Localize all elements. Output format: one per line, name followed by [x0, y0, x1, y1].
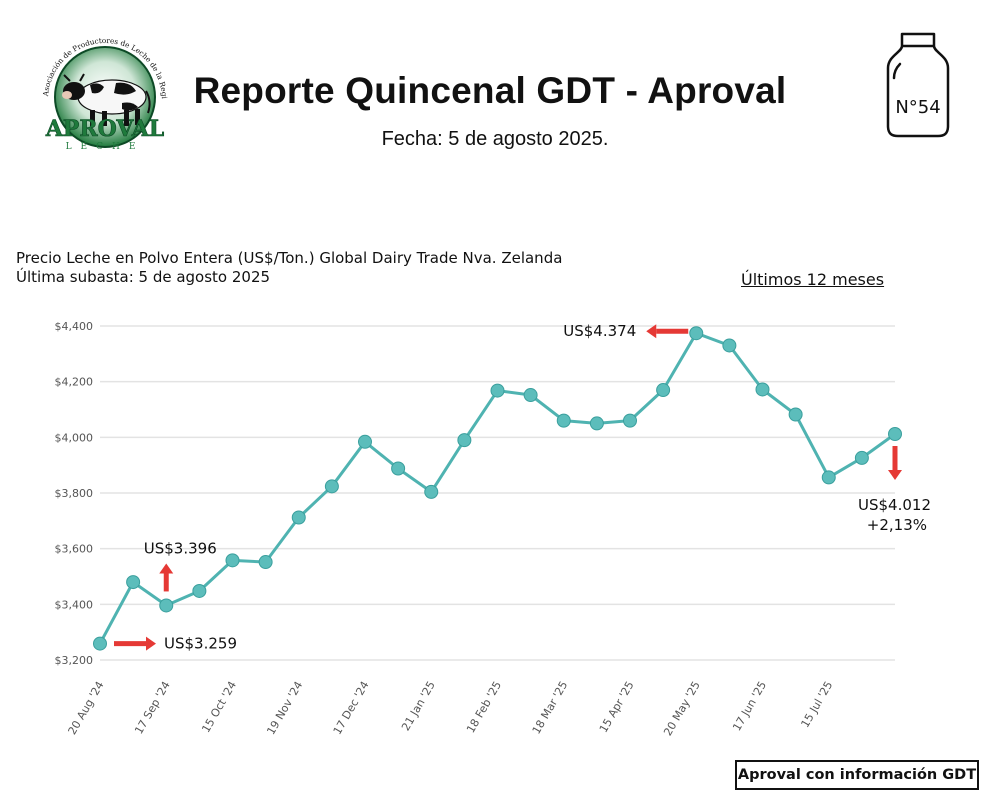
y-tick-label: $4,000 — [55, 431, 94, 444]
chart-annotations: US$3.259 US$3.396 US$4.374 US$4.012 +2,13% — [114, 322, 931, 653]
data-point — [358, 434, 372, 449]
aproval-logo: Asociación de Productores de Leche de la… — [30, 25, 169, 152]
issue-number: N°54 — [895, 97, 940, 118]
data-point — [424, 484, 439, 499]
red-arrow-icon — [646, 324, 689, 339]
x-tick-label: 19 Nov '24 — [264, 679, 305, 737]
annotation-label: US$3.396 — [144, 539, 217, 557]
source-label: Aproval con información GDT — [735, 760, 979, 790]
series-points — [93, 326, 902, 651]
chart-grid — [100, 325, 895, 661]
x-tick-label: 15 Oct '24 — [199, 679, 239, 735]
x-tick-label: 17 Dec '24 — [331, 679, 372, 737]
data-point — [391, 461, 406, 476]
data-point — [93, 636, 107, 651]
y-tick-label: $4,200 — [55, 376, 94, 389]
chart-title-line1: Precio Leche en Polvo Entera (US$/Ton.) … — [16, 249, 563, 267]
data-point — [888, 426, 902, 441]
data-point — [623, 413, 637, 428]
data-point — [821, 470, 836, 485]
red-arrow-icon — [159, 563, 174, 592]
data-point — [589, 416, 604, 431]
x-tick-label: 17 Jun '25 — [730, 679, 769, 733]
red-arrow-icon — [888, 445, 902, 480]
data-point — [457, 433, 472, 448]
x-tick-label: 20 May '25 — [661, 679, 703, 738]
data-point — [854, 450, 869, 465]
data-point — [689, 326, 704, 341]
report-date: Fecha: 5 de agosto 2025. — [381, 128, 609, 150]
data-point — [324, 479, 339, 494]
annotation-label: US$4.012 — [858, 496, 931, 514]
x-tick-label: 17 Sep '24 — [132, 679, 173, 736]
data-point — [291, 510, 306, 525]
data-point — [490, 383, 505, 398]
data-point — [192, 583, 207, 598]
x-tick-label: 21 Jan '25 — [399, 679, 438, 733]
chart-title: Precio Leche en Polvo Entera (US$/Ton.) … — [16, 249, 562, 287]
annotation-label: US$4.374 — [563, 322, 636, 340]
data-point — [225, 553, 240, 568]
data-point — [126, 575, 141, 590]
data-point — [159, 598, 174, 613]
page-title: Reporte Quincenal GDT - Aproval — [193, 70, 787, 111]
data-point — [755, 382, 770, 397]
y-tick-label: $3,800 — [55, 487, 94, 500]
period-label: Últimos 12 meses — [741, 270, 885, 289]
x-tick-label: 18 Feb '25 — [464, 679, 504, 735]
data-point — [788, 407, 803, 422]
x-tick-label: 15 Jul '25 — [798, 679, 835, 730]
milk-bottle-icon: N°54 — [886, 32, 950, 138]
data-point — [722, 338, 737, 353]
y-tick-label: $3,600 — [55, 543, 94, 556]
annotation-label-change: +2,13% — [867, 516, 927, 534]
cow-icon — [62, 73, 151, 126]
data-point — [523, 388, 538, 403]
y-axis: $3,200 $3,400 $3,600 $3,800 $4,000 $4,200 $4,4… — [55, 320, 94, 667]
y-tick-label: $3,400 — [55, 598, 94, 611]
red-arrow-icon — [114, 636, 156, 651]
chart-title-line2: Última subasta: 5 de agosto 2025 — [16, 268, 271, 286]
data-point — [556, 413, 571, 428]
logo-subname: LECHE — [66, 142, 145, 152]
logo-name: APROVAL — [45, 116, 165, 142]
y-tick-label: $4,400 — [55, 320, 94, 333]
price-line-chart: $3,200 $3,400 $3,600 $3,800 $4,000 $4,200 $4,4… — [55, 320, 932, 738]
data-point — [258, 555, 273, 570]
data-point — [656, 383, 671, 398]
y-tick-label: $3,200 — [55, 654, 94, 667]
x-tick-label: 20 Aug '24 — [66, 679, 107, 737]
x-tick-label: 15 Apr '25 — [597, 679, 637, 735]
x-axis: 20 Aug '24 17 Sep '24 15 Oct '24 19 Nov '24… — [66, 679, 836, 738]
annotation-label: US$3.259 — [164, 635, 237, 653]
series-line — [98, 331, 896, 645]
x-tick-label: 18 Mar '25 — [530, 679, 571, 736]
